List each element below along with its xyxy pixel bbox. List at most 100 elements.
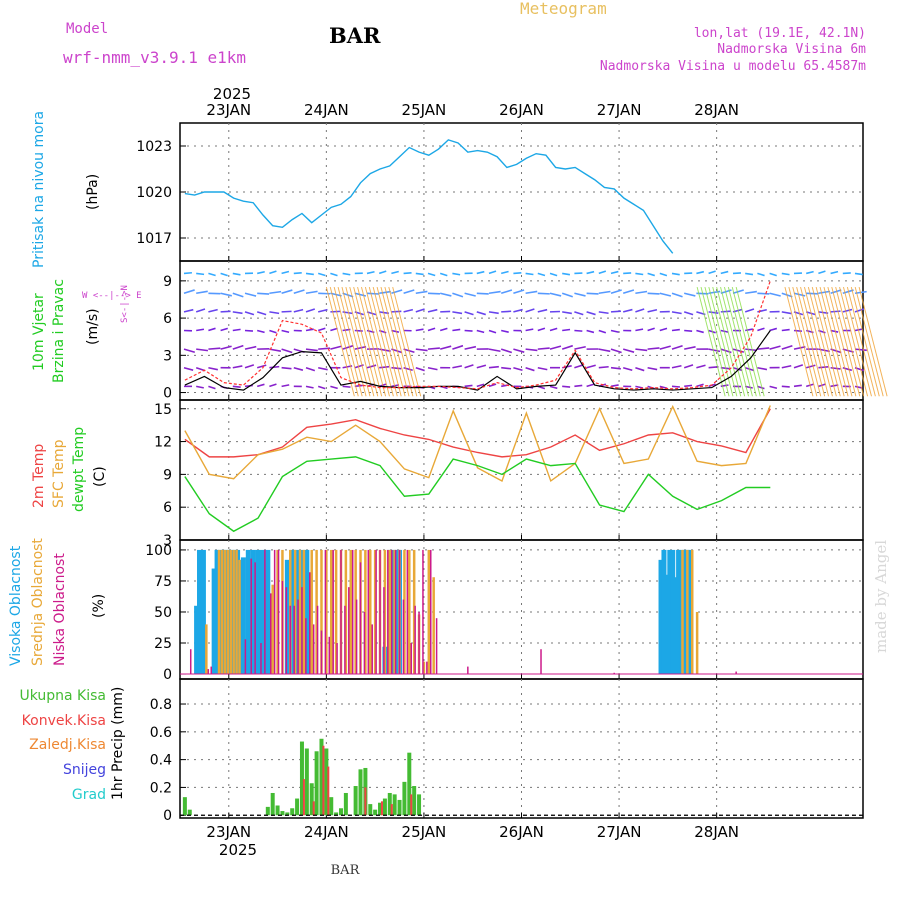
wind-arrow: [781, 385, 790, 388]
wind-arrow: [562, 311, 572, 315]
wind-arrow: [330, 385, 338, 390]
cloud-high-bar: [676, 549, 682, 675]
cloud-low-bar: [207, 669, 210, 675]
precip-legend-total: Ukupna Kisa: [19, 688, 106, 704]
wind-arrow: [610, 384, 619, 388]
wind-arrow: [598, 348, 611, 353]
cloud-mid-bar: [238, 559, 241, 675]
wind-fan-line: [720, 286, 750, 397]
wind-fan-line: [723, 286, 753, 397]
wind-arrow: [488, 270, 497, 275]
wind-arrow: [610, 270, 619, 275]
wind-arrow: [562, 328, 571, 332]
wind-unit: (m/s): [85, 308, 101, 345]
wind-fan-line: [392, 286, 422, 397]
model-elevation-label: Nadmorska Visina u modelu 65.4587m: [600, 59, 866, 74]
wind-arrow: [610, 348, 622, 354]
wind-arrow: [281, 384, 290, 388]
wind-arrow: [549, 272, 558, 277]
wind-arrow: [671, 272, 680, 276]
wind-arrow: [525, 328, 534, 332]
cloud-high-bar: [658, 559, 664, 675]
wind-arrow: [196, 290, 208, 295]
wind-arrow: [561, 292, 573, 298]
wind-arrow: [464, 329, 473, 332]
precip-total-bar: [314, 751, 319, 816]
wind-fan-line: [716, 286, 746, 397]
wind-arrow: [684, 384, 693, 388]
wind-arrow: [818, 290, 831, 295]
cloud-low-bar: [540, 649, 542, 675]
precip-legend-frz: Zaledj.Kisa: [29, 737, 106, 753]
precip-total-bar: [368, 804, 373, 816]
watermark: made by Angel: [872, 540, 890, 653]
wind-arrow: [415, 366, 425, 372]
wind-arrow: [574, 311, 584, 316]
wind-arrow: [415, 308, 425, 313]
wind-arrow: [293, 366, 304, 371]
wind-arrow: [732, 289, 744, 295]
cloud-mid-bar: [344, 549, 348, 675]
wind-arrow: [574, 364, 584, 369]
wind-arrow: [488, 348, 501, 353]
cloud-low-bar: [406, 549, 409, 675]
wind-arrow: [244, 329, 254, 332]
cloud-low-bar: [402, 599, 405, 675]
wind-arrow: [671, 364, 682, 369]
wind-arrow: [830, 310, 841, 313]
wind-fan-line: [792, 286, 822, 397]
wind-fan-line: [368, 286, 398, 397]
cloud-low-bar: [316, 605, 319, 675]
station-title: BAR: [329, 23, 381, 48]
wind-arrow: [830, 366, 841, 370]
wind-arrow: [366, 292, 379, 295]
wind-arrow: [293, 271, 302, 275]
wind-arrow: [793, 346, 806, 350]
precip-conv-bar: [410, 794, 413, 816]
wind-arrow: [354, 345, 367, 350]
wind-arrow: [269, 270, 277, 275]
wind-arrow: [708, 348, 721, 353]
elevation-label: Nadmorska Visina 6m: [717, 42, 866, 57]
wind-arrow: [183, 271, 192, 275]
wind-fan-line: [341, 286, 371, 397]
wind-arrow: [269, 290, 282, 295]
cloud-high-bar: [304, 549, 310, 675]
cloud-low-bar: [189, 649, 192, 675]
cloud-low-bar: [305, 618, 307, 675]
y-tick-label: 0: [163, 386, 172, 402]
cloud-mid-bar: [393, 549, 396, 675]
y-tick-label: 1017: [136, 231, 172, 247]
wind-arrow: [439, 327, 448, 332]
wind-arrow: [745, 290, 757, 295]
bottom-day-label: 25JAN: [402, 823, 447, 841]
wind-arrow: [488, 383, 497, 388]
wind-arrow: [586, 364, 596, 369]
wind-arrow: [537, 292, 550, 295]
cloud-high-bar: [255, 549, 261, 675]
temp-ylabel-dewpt: dewpt Temp: [71, 427, 87, 512]
y-tick-label: 0: [163, 808, 172, 824]
y-tick-label: 6: [163, 311, 172, 327]
precip-total-bar: [397, 799, 402, 816]
wind-arrow: [305, 308, 316, 313]
wind-fan-line: [329, 286, 359, 397]
wind-arrow: [476, 329, 485, 334]
cloud-mid-bar: [383, 549, 387, 675]
cloud-high-bar: [214, 549, 220, 675]
cloud-low-bar: [351, 549, 354, 675]
wind-arrow: [354, 329, 363, 332]
precip-total-bar: [182, 797, 187, 816]
cloud-mid-bar: [217, 549, 221, 675]
cloud-low-bar: [410, 643, 412, 675]
wind-ylabel2: Brzina i Pravac: [51, 279, 67, 383]
wind-arrow: [842, 308, 853, 313]
cloud-low-bar: [467, 666, 469, 675]
wind-arrow: [708, 311, 719, 314]
cloud-low-bar: [363, 611, 366, 675]
cloud-ylabel-low: Niska Oblacnost: [52, 553, 68, 666]
cloud-mid-bar: [325, 549, 328, 675]
wind-fan-line: [827, 286, 857, 397]
wind-arrow: [793, 329, 802, 333]
wind-arrow: [427, 308, 438, 313]
